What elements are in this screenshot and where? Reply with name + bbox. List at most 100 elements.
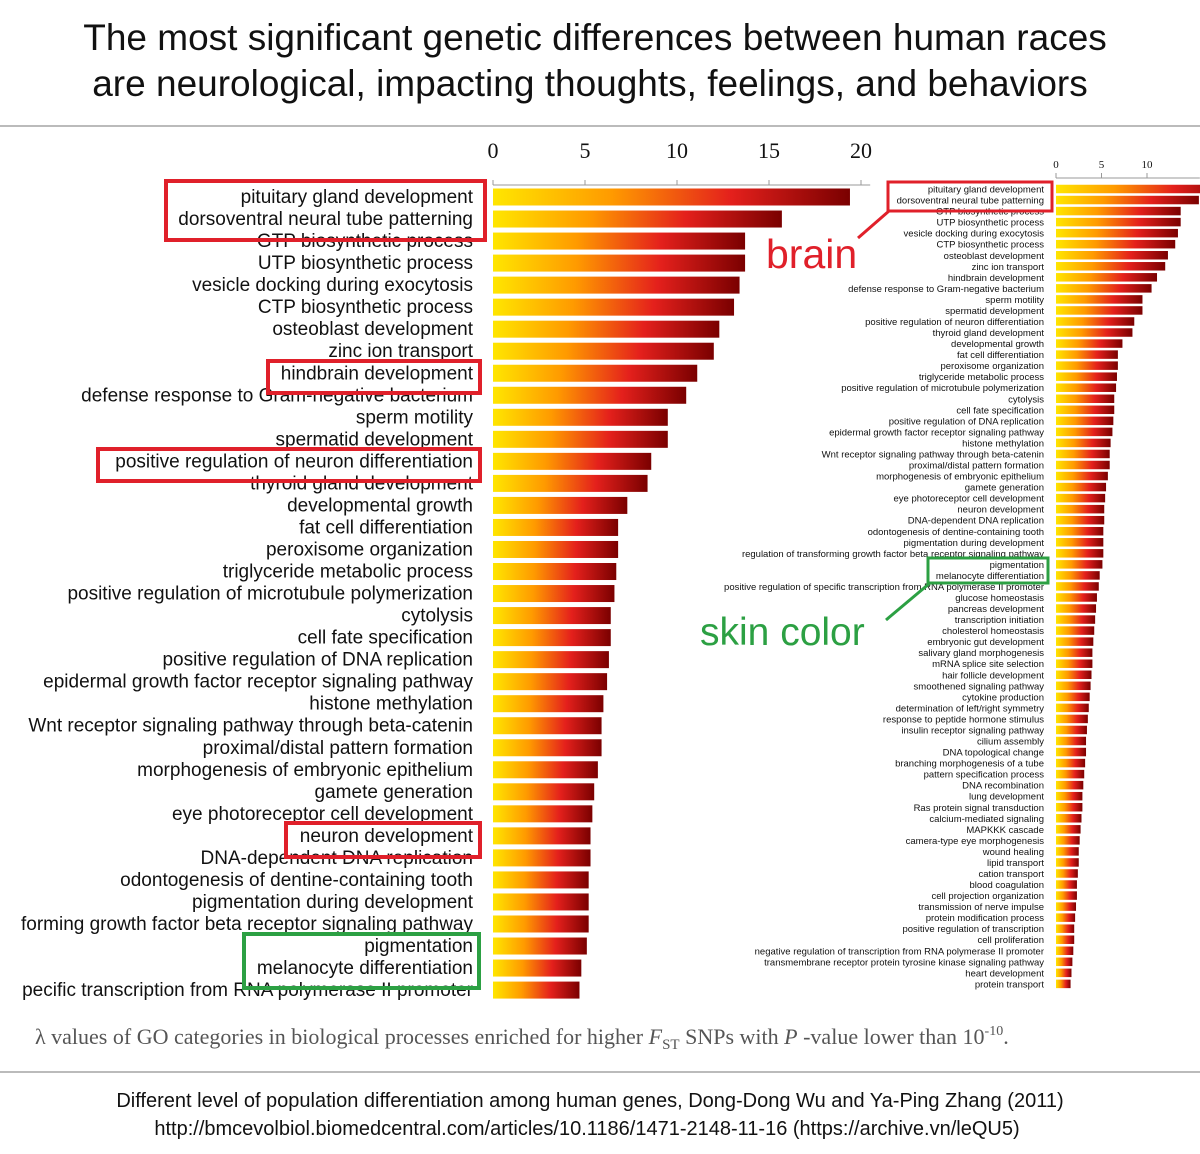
category-label: positive regulation of microtubule polym… [841, 383, 1044, 394]
bar [493, 849, 591, 867]
category-label: mRNA splice site selection [932, 659, 1044, 670]
bar [1056, 383, 1117, 392]
category-label: spermatid development [945, 306, 1044, 317]
category-label: gamete generation [965, 483, 1044, 494]
bar [1056, 427, 1113, 437]
bar [1056, 725, 1087, 735]
highlight-box [266, 359, 482, 395]
category-label: zinc ion transport [972, 262, 1045, 273]
category-label: heart development [965, 968, 1044, 979]
category-label: pituitary gland development [241, 187, 474, 208]
category-label: melanocyte differentiation [257, 958, 473, 979]
category-label: cation transport [979, 869, 1045, 880]
caption-part: ST [662, 1037, 680, 1053]
category-label: negative regulation of transcription fro… [755, 946, 1044, 957]
bar [493, 518, 619, 536]
bar-chart: 0 5 10 15 20 pituitary gland developmentdorso… [21, 138, 872, 1001]
bar [1056, 946, 1074, 956]
bars [493, 188, 850, 999]
bar [1056, 405, 1115, 415]
category-label: pigmentation [364, 936, 473, 957]
bar [1056, 769, 1085, 779]
category-label: gamete generation [315, 782, 473, 803]
bar [1056, 858, 1079, 867]
bar [1056, 935, 1075, 944]
x-tick-label: 0 [488, 138, 499, 163]
category-label: transmission of nerve impulse [918, 902, 1044, 913]
category-label: protein transport [975, 979, 1045, 990]
category-label: pecific transcription from RNA polymeras… [22, 980, 474, 1001]
callout-line [857, 209, 890, 240]
category-label: vesicle docking during exocytosis [904, 229, 1045, 240]
bar [1056, 460, 1110, 470]
bar [493, 981, 580, 999]
bar [493, 210, 782, 228]
bar [493, 254, 746, 272]
x-tick-label: 10 [666, 138, 688, 163]
bar [493, 452, 652, 470]
bar [1056, 372, 1117, 381]
bar [1056, 560, 1103, 569]
category-label: smoothened signaling pathway [914, 681, 1045, 692]
title-line: are neurological, impacting thoughts, fe… [92, 63, 1088, 104]
x-tick-label: 10 [1142, 159, 1154, 171]
bar [1056, 361, 1118, 370]
bar [1056, 350, 1118, 359]
bar [1056, 471, 1108, 481]
category-label: pigmentation during development [192, 892, 474, 913]
category-label: dorsoventral neural tube patterning [897, 196, 1044, 207]
bar [493, 563, 617, 581]
bar [1056, 847, 1079, 856]
category-label: osteoblast development [272, 319, 473, 340]
highlights [96, 179, 1054, 990]
category-label: lipid transport [987, 858, 1044, 869]
category-label: pigmentation [990, 560, 1044, 571]
category-label: cytokine production [962, 692, 1044, 703]
bar [493, 893, 589, 911]
bar [1056, 449, 1110, 459]
bar [1056, 957, 1073, 967]
bar-chart: 0 5 10 pituitary gland developmentdorsovent… [724, 159, 1200, 990]
bar [1056, 979, 1071, 989]
category-label: DNA-dependent DNA replication [908, 516, 1044, 527]
category-label: camera-type eye morphogenesis [906, 836, 1045, 847]
bar [1056, 924, 1075, 933]
highlight-box [96, 447, 482, 483]
bar [493, 364, 698, 382]
category-label: histone methylation [309, 694, 473, 715]
category-label: Ras protein signal transduction [914, 803, 1044, 814]
bar [493, 496, 628, 514]
category-label: cell proliferation [977, 935, 1044, 946]
bar [1056, 416, 1114, 426]
category-label: vesicle docking during exocytosis [192, 275, 473, 296]
caption-part: SNPs with [680, 1024, 785, 1049]
bar [493, 188, 850, 206]
category-label: forming growth factor beta receptor sign… [21, 914, 474, 935]
bar [493, 695, 604, 713]
category-label: sperm motility [356, 407, 474, 428]
bar [1056, 626, 1095, 635]
category-label: histone methylation [962, 438, 1044, 449]
category-label: melanocyte differentiation [936, 571, 1044, 582]
bar [1056, 306, 1143, 315]
bar [1056, 328, 1133, 337]
category-label: cytolysis [1008, 394, 1044, 405]
category-label: salivary gland morphogenesis [918, 648, 1044, 659]
category-label: insulin receptor signaling pathway [901, 725, 1044, 736]
bar [1056, 593, 1097, 602]
category-label: DNA topological change [943, 748, 1044, 759]
category-label: UTP biosynthetic process [936, 218, 1044, 229]
category-label: regulation of transforming growth factor… [742, 549, 1044, 560]
bar [1056, 736, 1087, 746]
bar [1056, 504, 1105, 514]
bar [1056, 880, 1077, 889]
category-label: odontogenesis of dentine-containing toot… [868, 527, 1044, 538]
bar [1056, 284, 1152, 293]
bar [493, 585, 615, 603]
bar [493, 761, 598, 779]
bar [493, 937, 587, 955]
bar [1056, 339, 1123, 348]
category-label: thyroid gland development [250, 473, 474, 494]
category-label: zinc ion transport [328, 341, 473, 362]
bar [1056, 206, 1181, 216]
